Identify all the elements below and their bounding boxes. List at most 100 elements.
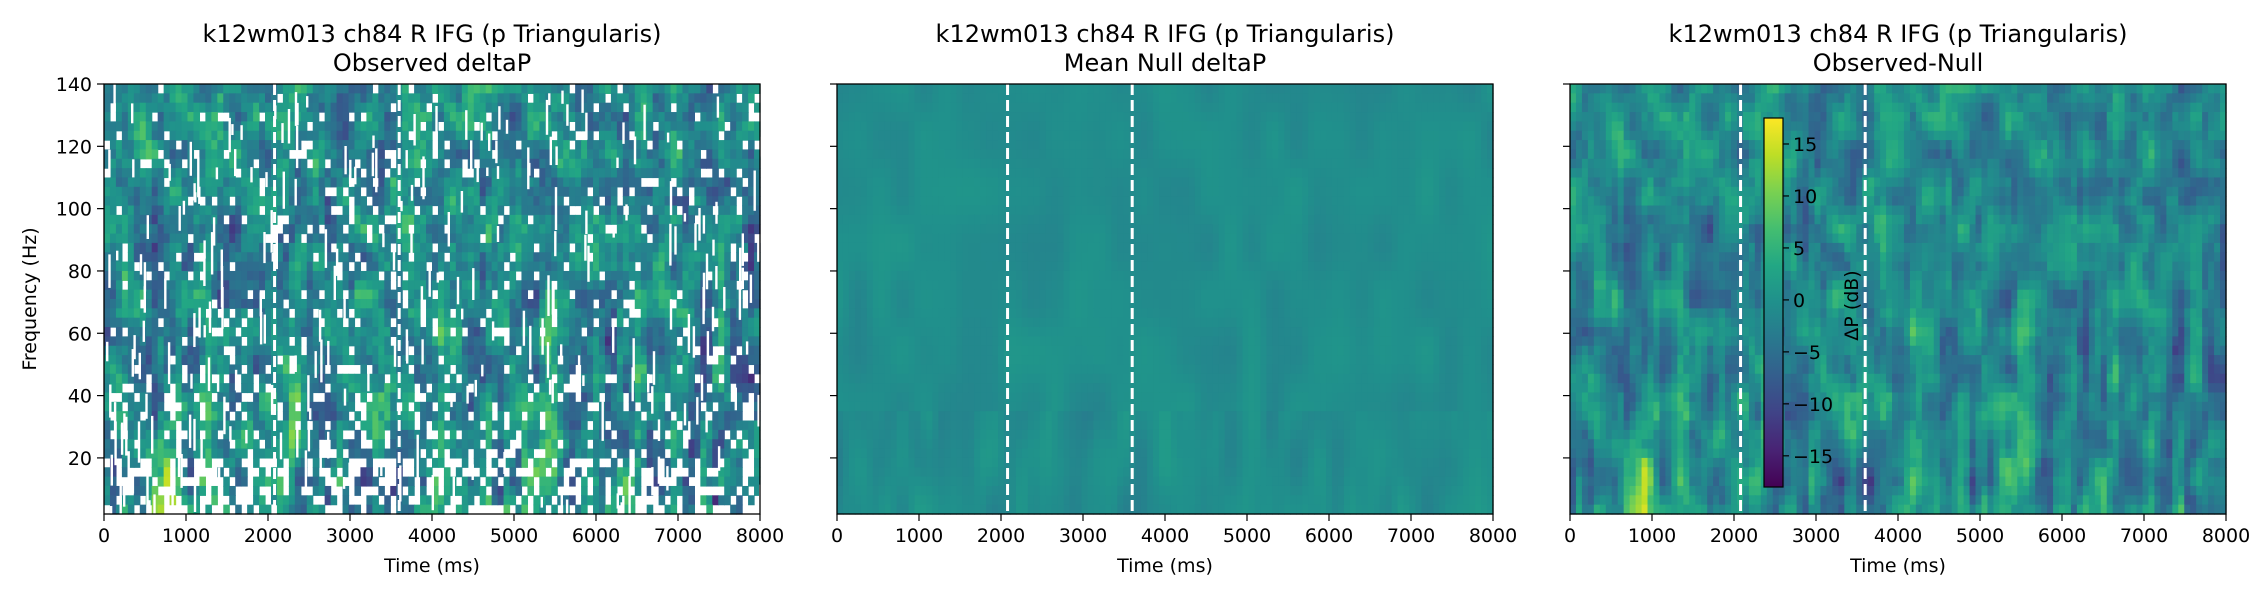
heatmap-cell: [748, 345, 755, 356]
heatmap-cell: [724, 140, 731, 151]
heatmap-cell: [408, 317, 415, 328]
heatmap-cell: [414, 84, 421, 94]
heatmap-cell: [360, 364, 367, 375]
heatmap-cell: [646, 448, 654, 459]
heatmap-cell: [581, 186, 588, 197]
heatmap-cell: [187, 93, 195, 104]
heatmap-cell: [527, 233, 534, 244]
heatmap-cell: [157, 102, 165, 113]
heatmap-cell: [527, 102, 534, 113]
heatmap-cell: [509, 317, 517, 328]
heatmap-cell: [109, 121, 117, 132]
heatmap-cell: [199, 130, 206, 141]
heatmap-cell: [557, 205, 564, 216]
heatmap-cell: [336, 336, 344, 347]
heatmap-cell: [151, 205, 159, 216]
heatmap-cell: [1075, 102, 1083, 113]
heatmap-cell: [652, 467, 660, 478]
heatmap-cell: [259, 140, 266, 151]
heatmap-cell: [628, 149, 636, 160]
heatmap-cell: [646, 289, 654, 300]
heatmap-cell: [217, 205, 224, 216]
heatmap-cell: [473, 289, 481, 300]
heatmap-cell: [461, 299, 469, 309]
heatmap-cell: [670, 392, 678, 403]
heatmap-cell: [318, 383, 326, 394]
heatmap-cell: [1248, 84, 1256, 94]
heatmap-cell: [282, 261, 290, 272]
heatmap-cell: [491, 495, 499, 506]
heatmap-cell: [467, 130, 475, 141]
heatmap-cell: [748, 121, 755, 132]
heatmap-cell: [104, 196, 111, 207]
heatmap-cell: [449, 429, 457, 440]
heatmap-cell: [718, 476, 725, 487]
heatmap-cell: [467, 186, 475, 197]
heatmap-cell: [270, 364, 278, 375]
heatmap-cell: [265, 308, 272, 319]
heatmap-cell: [402, 93, 409, 104]
masked-gap: [212, 217, 216, 246]
heatmap-cell: [348, 270, 356, 281]
heatmap-cell: [372, 196, 379, 207]
masked-gap: [193, 480, 197, 512]
heatmap-cell: [736, 420, 743, 431]
heatmap-cell: [533, 158, 540, 169]
masked-gap: [189, 141, 192, 176]
masked-gap: [657, 419, 661, 441]
heatmap-cell: [259, 308, 266, 319]
heatmap-cell: [1111, 93, 1118, 104]
heatmap-cell: [1194, 84, 1202, 94]
heatmap-cell: [259, 355, 266, 366]
heatmap-cell: [712, 495, 719, 506]
heatmap-cell: [330, 327, 338, 337]
heatmap-cell: [670, 280, 678, 291]
heatmap-cell: [270, 317, 278, 328]
heatmap-cell: [539, 130, 546, 141]
heatmap-cell: [634, 112, 642, 122]
heatmap-cell: [193, 495, 201, 506]
heatmap-cell: [569, 112, 576, 122]
heatmap-cell: [169, 149, 177, 160]
heatmap-cell: [628, 495, 636, 506]
heatmap-cell: [420, 467, 427, 478]
heatmap-cell: [426, 168, 433, 179]
heatmap-cell: [706, 448, 713, 459]
heatmap-cell: [253, 336, 260, 347]
heatmap-cell: [1487, 93, 1494, 104]
heatmap-cell: [235, 280, 242, 291]
heatmap-cell: [533, 177, 540, 188]
heatmap-cell: [372, 270, 379, 281]
heatmap-cell: [938, 102, 945, 113]
heatmap-cell: [282, 102, 290, 113]
heatmap-cell: [414, 158, 421, 169]
heatmap-cell: [724, 280, 731, 291]
heatmap-cell: [575, 168, 582, 179]
heatmap-cell: [503, 93, 511, 104]
heatmap-cell: [515, 485, 523, 496]
heatmap-cell: [378, 158, 385, 169]
heatmap-cell: [706, 336, 713, 347]
masked-gap: [702, 215, 706, 234]
heatmap-cell: [121, 457, 129, 468]
heatmap-cell: [622, 140, 630, 151]
heatmap-cell: [247, 439, 254, 450]
heatmap-cell: [300, 102, 308, 113]
heatmap-cell: [265, 448, 272, 459]
heatmap-cell: [300, 270, 308, 281]
masked-gap: [759, 136, 763, 157]
heatmap-cell: [121, 317, 129, 328]
heatmap-cell: [121, 270, 129, 281]
heatmap-cell: [259, 476, 266, 487]
heatmap-cell: [485, 429, 493, 440]
heatmap-cell: [127, 252, 135, 263]
heatmap-cell: [193, 140, 201, 151]
heatmap-cell: [1218, 112, 1226, 122]
heatmap-cell: [658, 121, 666, 132]
heatmap-cell: [318, 401, 326, 412]
heatmap-cell: [330, 439, 338, 450]
heatmap-cell: [718, 93, 725, 104]
heatmap-cell: [420, 383, 427, 394]
heatmap-cell: [449, 448, 457, 459]
heatmap-cell: [610, 476, 618, 487]
